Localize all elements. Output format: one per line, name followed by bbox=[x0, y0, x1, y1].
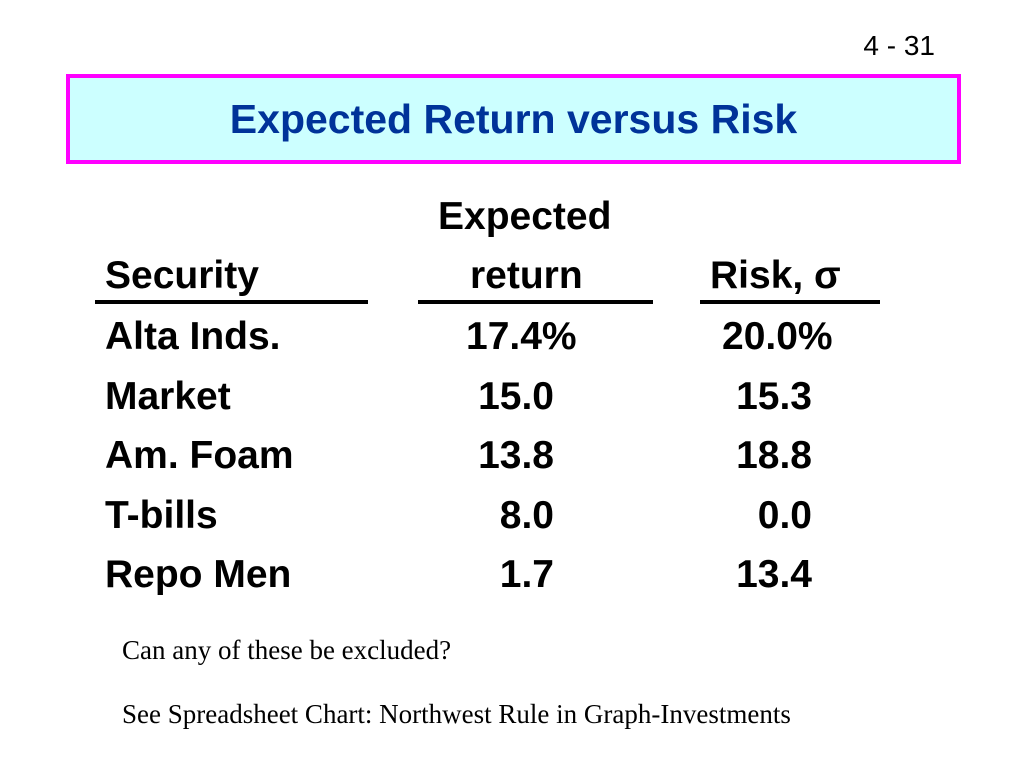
row-risk: 15.3 bbox=[736, 375, 812, 418]
row-expected-return: 15.0 bbox=[478, 375, 554, 418]
header-return: return bbox=[470, 254, 583, 297]
row-risk: 13.4 bbox=[736, 553, 812, 596]
header-risk: Risk, σ bbox=[710, 254, 841, 297]
row-risk: 20.0% bbox=[722, 315, 833, 358]
row-expected-return: 8.0 bbox=[499, 494, 554, 537]
header-underline-risk bbox=[700, 300, 880, 304]
slide-number: 4 - 31 bbox=[863, 30, 935, 61]
row-expected-return: 1.7 bbox=[499, 553, 554, 596]
row-security: Repo Men bbox=[105, 553, 292, 596]
row-security: Market bbox=[105, 375, 231, 418]
slide-title: Expected Return versus Risk bbox=[229, 96, 798, 142]
row-risk: 0.0 bbox=[757, 494, 812, 537]
header-security: Security bbox=[105, 254, 259, 297]
title-banner: Expected Return versus Risk bbox=[66, 74, 961, 164]
spreadsheet-reference: See Spreadsheet Chart: Northwest Rule in… bbox=[122, 699, 791, 729]
row-risk: 18.8 bbox=[736, 434, 812, 477]
header-underline-security bbox=[95, 300, 368, 304]
header-expected: Expected bbox=[438, 195, 612, 238]
row-security: T-bills bbox=[105, 494, 218, 537]
row-security: Am. Foam bbox=[105, 434, 294, 477]
row-expected-return: 13.8 bbox=[478, 434, 554, 477]
exclusion-question: Can any of these be excluded? bbox=[122, 635, 452, 665]
row-security: Alta Inds. bbox=[105, 315, 281, 358]
row-expected-return: 17.4% bbox=[466, 315, 577, 358]
header-underline-return bbox=[418, 300, 653, 304]
